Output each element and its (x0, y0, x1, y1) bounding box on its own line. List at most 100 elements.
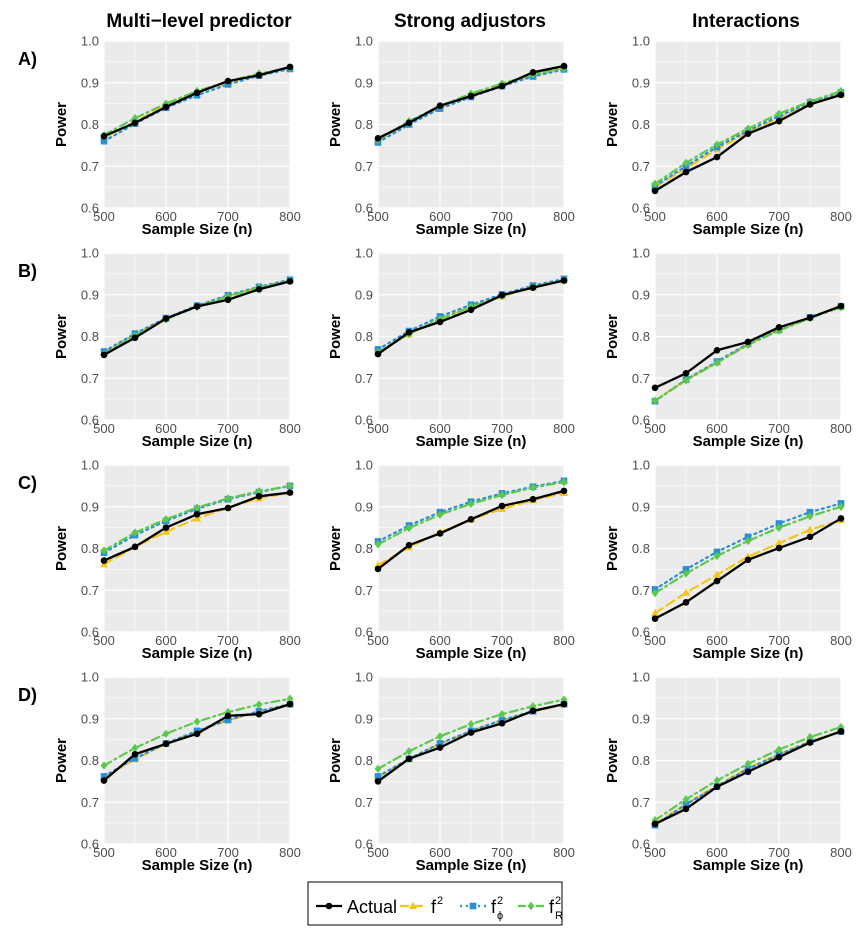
series-actual (100, 278, 294, 359)
data-point (255, 286, 263, 293)
y-axis-label: Power (327, 314, 344, 359)
data-point (100, 557, 108, 564)
y-tick-label: 1.0 (81, 670, 99, 685)
legend-item-f2-r: f 2 R (518, 895, 563, 922)
data-point (682, 158, 690, 168)
data-point (224, 77, 232, 85)
data-point (529, 702, 537, 711)
data-point (193, 730, 201, 738)
x-axis-label: Sample Size (n) (693, 433, 804, 450)
x-tick-label: 800 (830, 633, 852, 648)
x-tick-label: 500 (644, 421, 666, 436)
data-point (560, 695, 568, 704)
data-point (100, 773, 108, 780)
x-axis-label: Sample Size (n) (416, 221, 527, 238)
y-tick-label: 0.9 (632, 711, 650, 726)
x-tick-label: 600 (155, 209, 177, 224)
data-point (713, 783, 721, 791)
data-point (193, 89, 201, 97)
data-point (374, 134, 382, 142)
y-axis-label: Power (604, 314, 621, 359)
data-point (651, 588, 659, 598)
legend-item-f2-phi: f 2 ϕ (460, 895, 503, 922)
data-point (286, 700, 294, 708)
data-point (374, 350, 382, 358)
panel-a1: 0.6 0.7 0.8 0.9 1.0 500 600 700 800 Sample Size (… (53, 34, 301, 239)
y-tick-label: 0.9 (355, 499, 373, 514)
data-point (131, 543, 139, 551)
data-point (436, 510, 444, 519)
x-tick-label: 600 (429, 209, 451, 224)
data-point (713, 346, 721, 354)
y-tick-label: 0.9 (81, 499, 99, 514)
series-actual (651, 515, 845, 622)
data-point (405, 329, 413, 336)
x-tick-label: 700 (217, 633, 239, 648)
y-tick-label: 0.6 (632, 201, 650, 216)
data-point (682, 168, 690, 176)
x-tick-label: 800 (830, 209, 852, 224)
data-point (682, 599, 690, 606)
y-tick-label: 1.0 (632, 458, 650, 473)
data-point (162, 524, 170, 531)
x-tick-label: 700 (491, 845, 513, 860)
data-point (131, 750, 139, 758)
series-actual (374, 487, 568, 573)
x-tick-label: 800 (279, 633, 301, 648)
data-point (467, 719, 475, 729)
data-point (405, 755, 413, 763)
y-tick-label: 0.6 (632, 625, 650, 640)
data-point (560, 700, 568, 708)
y-tick-label: 0.6 (81, 837, 99, 852)
data-point (682, 569, 690, 578)
y-axis-label: Power (53, 738, 70, 783)
data-point (651, 396, 659, 405)
data-point (682, 795, 690, 804)
y-axis-label: Power (327, 738, 344, 783)
x-axis-label: Sample Size (n) (142, 857, 253, 874)
legend-label-superscript: 2 (555, 895, 561, 907)
y-tick-label: 0.8 (632, 117, 650, 132)
y-tick-label: 0.8 (355, 541, 373, 556)
y-tick-label: 1.0 (632, 246, 650, 261)
data-point (498, 291, 506, 299)
data-point (255, 493, 263, 500)
y-tick-label: 1.0 (632, 670, 650, 685)
legend-label-subscript: ϕ (497, 910, 503, 922)
series-f2-r (100, 694, 294, 770)
row-label-a: A) (18, 49, 37, 69)
data-point (651, 615, 659, 622)
data-point (374, 565, 382, 573)
y-tick-label: 0.6 (632, 837, 650, 852)
y-tick-label: 0.8 (81, 329, 99, 344)
legend-label-superscript: 2 (437, 895, 443, 907)
legend-label-superscript: 2 (497, 895, 503, 907)
data-point (162, 315, 170, 322)
y-axis-label: Power (604, 526, 621, 571)
data-point (255, 700, 263, 709)
x-tick-label: 700 (491, 209, 513, 224)
y-tick-label: 0.8 (632, 753, 650, 768)
data-point (436, 530, 444, 537)
series-f2-r (100, 481, 294, 555)
data-point (560, 487, 568, 495)
data-point (131, 528, 139, 537)
x-tick-label: 800 (553, 845, 575, 860)
data-point (100, 351, 108, 359)
data-point (806, 512, 814, 521)
x-tick-label: 800 (553, 633, 575, 648)
data-point (651, 179, 659, 188)
panel-b1: 0.6 0.7 0.8 0.9 1.0 500 600 700 800 Sample Size (… (53, 246, 301, 451)
panel-c3: 0.6 0.7 0.8 0.9 1.0 500 600 700 800 Sample Size (… (604, 458, 852, 663)
legend-marker (325, 902, 333, 910)
data-point (436, 740, 444, 747)
data-point (162, 103, 170, 111)
data-point (682, 588, 690, 596)
data-point (374, 773, 382, 780)
y-tick-label: 0.6 (355, 625, 373, 640)
x-tick-label: 600 (706, 421, 728, 436)
y-tick-label: 1.0 (632, 34, 650, 49)
data-point (193, 514, 201, 522)
series-actual (100, 63, 294, 140)
data-point (255, 710, 263, 718)
